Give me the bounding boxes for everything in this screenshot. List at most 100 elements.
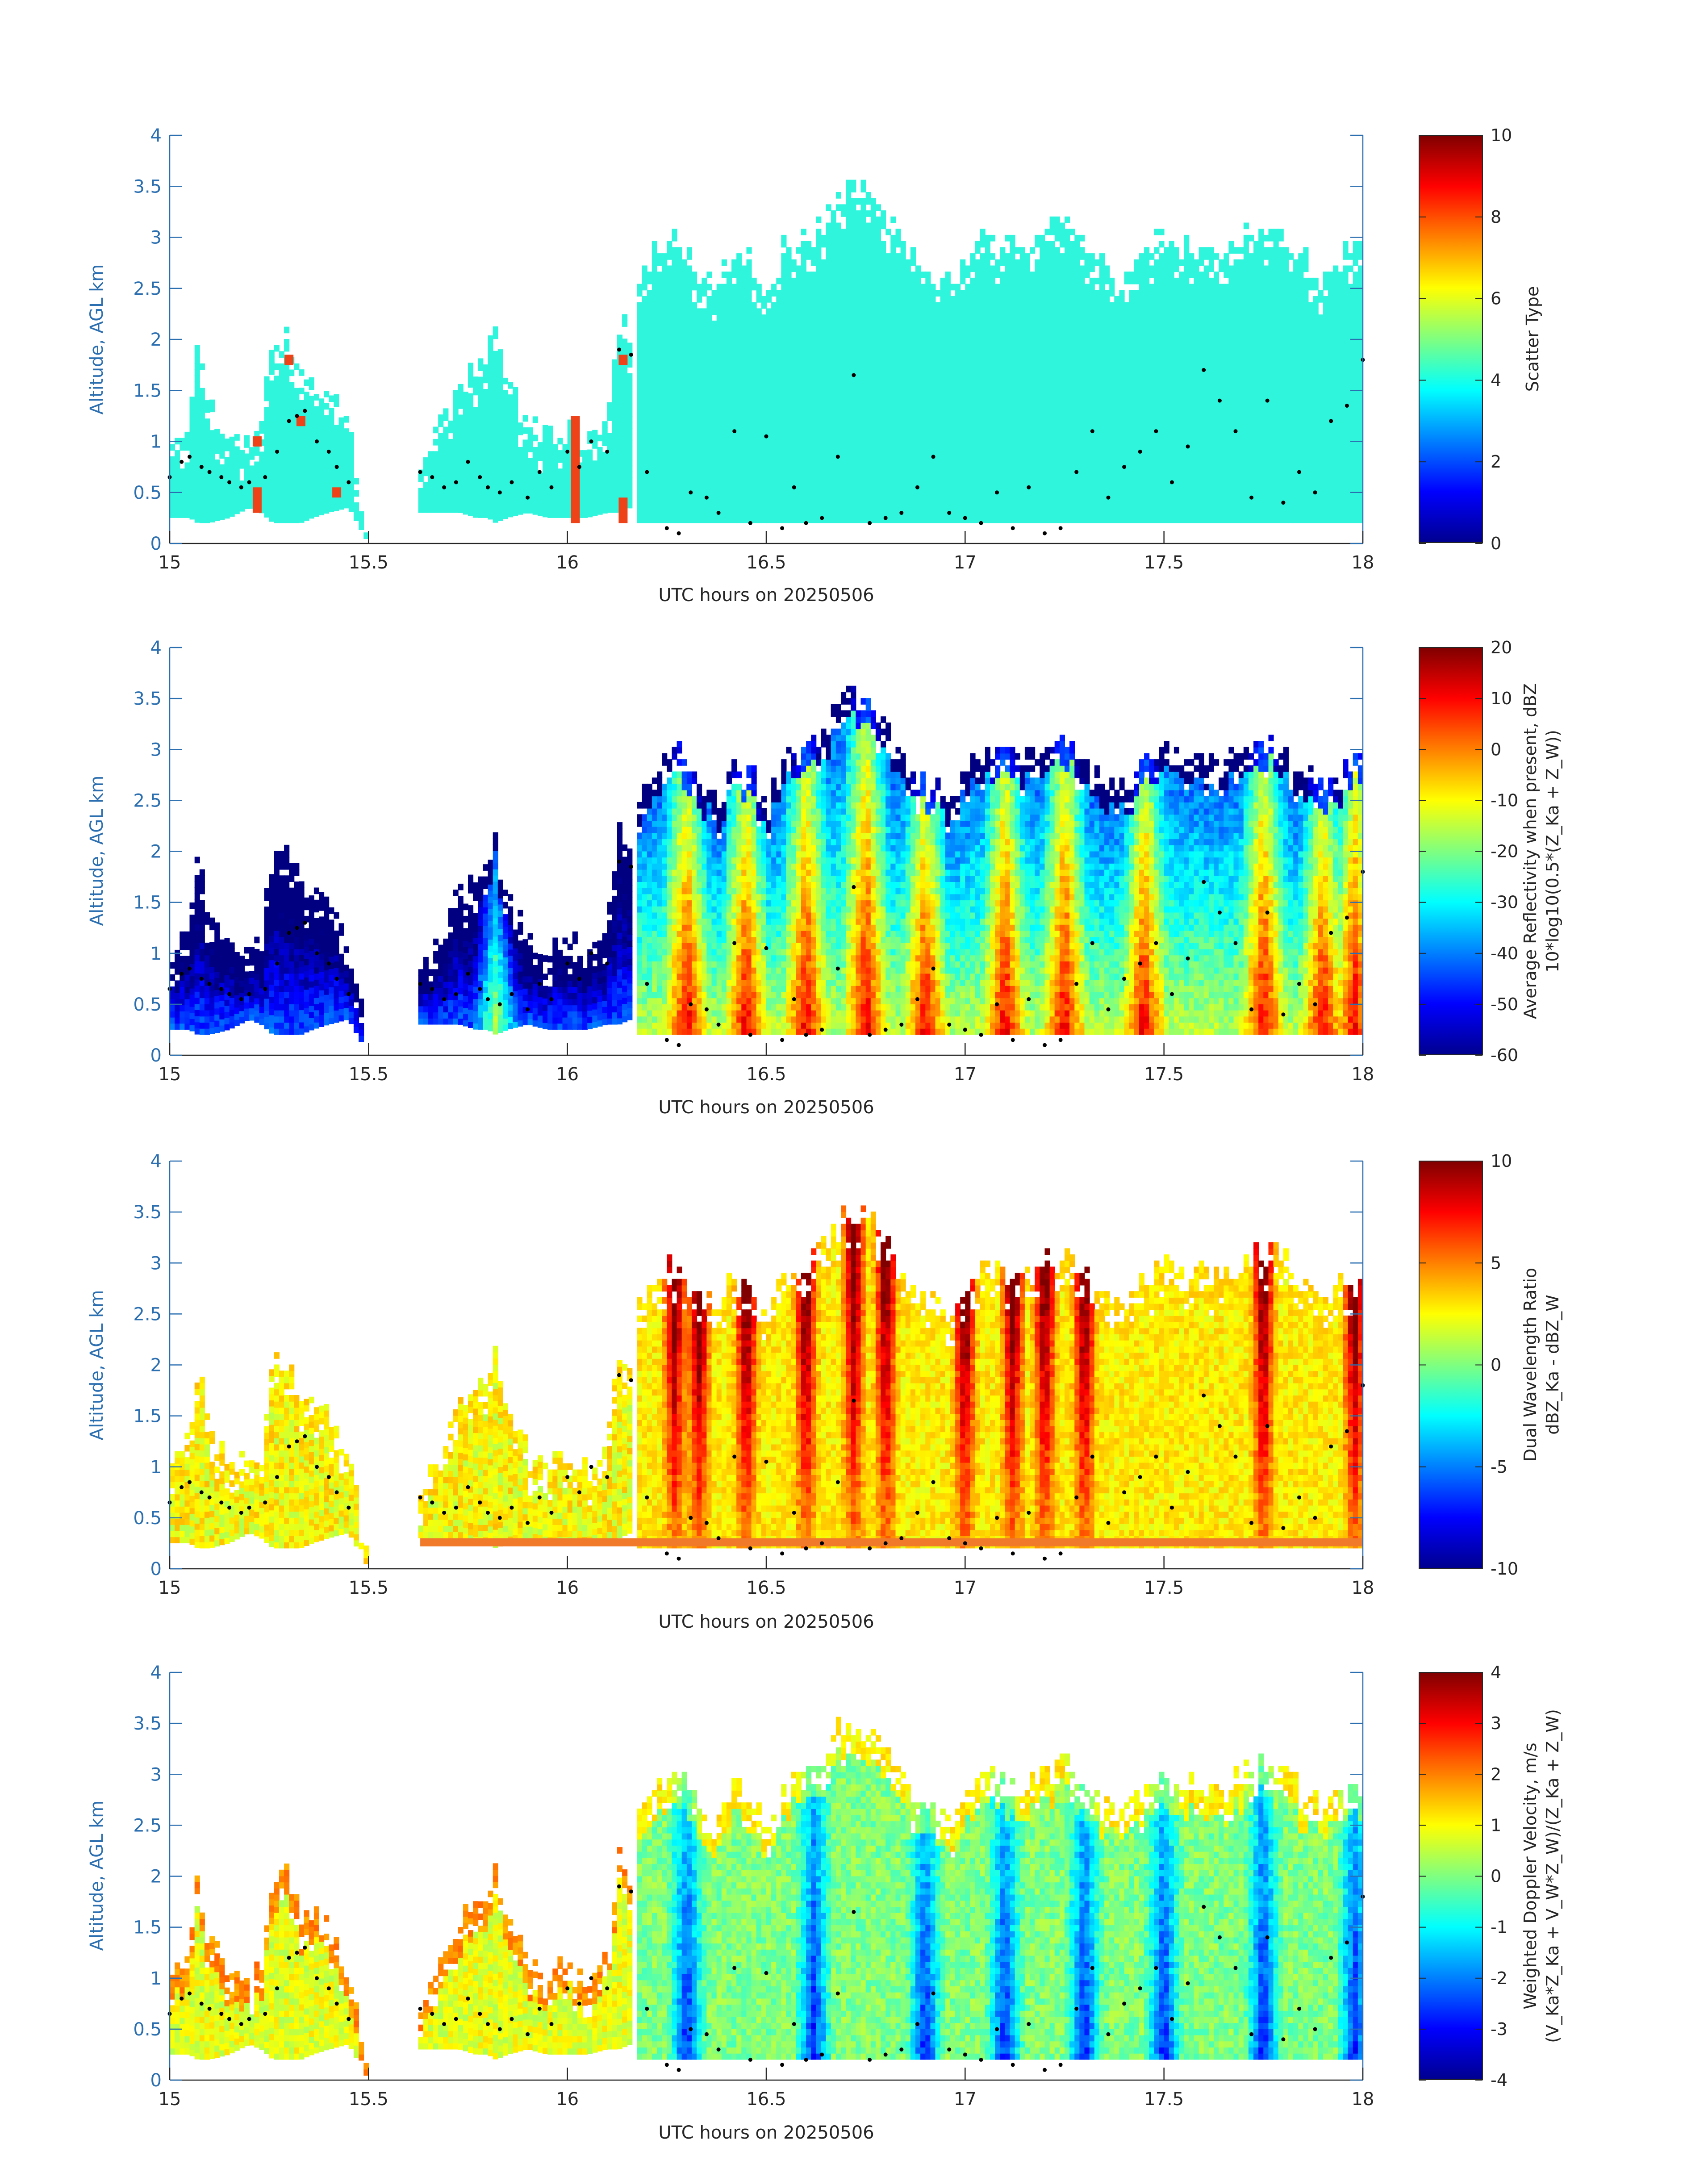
heatmap-cell bbox=[885, 272, 891, 278]
heatmap-cell bbox=[811, 413, 816, 419]
heatmap-cell bbox=[672, 247, 677, 254]
heatmap-cell bbox=[279, 418, 284, 425]
heatmap-cell bbox=[756, 296, 762, 303]
heatmap-cell bbox=[692, 333, 697, 339]
heatmap-cell bbox=[866, 480, 871, 486]
heatmap-cell bbox=[836, 413, 841, 419]
heatmap-cell bbox=[697, 382, 702, 389]
heatmap-cell bbox=[423, 482, 429, 489]
heatmap-cell bbox=[856, 449, 861, 456]
heatmap-cell bbox=[473, 505, 478, 512]
heatmap-cell bbox=[602, 427, 608, 434]
heatmap-cell bbox=[468, 491, 473, 498]
heatmap-cell bbox=[876, 284, 881, 291]
heatmap-cell bbox=[647, 486, 652, 493]
heatmap-cell bbox=[274, 443, 280, 450]
heatmap-cell bbox=[836, 314, 841, 321]
heatmap-cell bbox=[498, 362, 503, 368]
heatmap-cell bbox=[547, 426, 553, 432]
heatmap-cell bbox=[816, 302, 821, 309]
heatmap-cell bbox=[736, 425, 742, 431]
heatmap-cell bbox=[756, 492, 762, 499]
heatmap-cell bbox=[866, 413, 871, 419]
heatmap-cell bbox=[249, 465, 255, 472]
heatmap-cell bbox=[786, 339, 792, 346]
heatmap-cell bbox=[752, 437, 757, 443]
heatmap-cell bbox=[433, 439, 438, 446]
heatmap-cell bbox=[453, 427, 459, 434]
heatmap-cell bbox=[677, 394, 682, 401]
heatmap-cell bbox=[871, 517, 876, 523]
heatmap-cell bbox=[731, 510, 737, 517]
heatmap-cell bbox=[712, 517, 717, 523]
heatmap-cell bbox=[731, 364, 737, 370]
heatmap-cell bbox=[697, 357, 702, 364]
heatmap-cell bbox=[612, 451, 618, 458]
heatmap-cell bbox=[722, 449, 727, 456]
heatmap-cell bbox=[846, 223, 851, 230]
heatmap-cell bbox=[796, 266, 802, 272]
heatmap-cell bbox=[806, 278, 811, 284]
heatmap-cell bbox=[885, 333, 891, 339]
heatmap-cell bbox=[766, 474, 772, 481]
heatmap-cell bbox=[314, 449, 319, 456]
heatmap-cell bbox=[836, 504, 841, 511]
heatmap-cell bbox=[418, 500, 424, 507]
heatmap-cell bbox=[826, 321, 831, 327]
heatmap-cell bbox=[706, 474, 712, 481]
heatmap-cell bbox=[652, 486, 657, 493]
heatmap-cell bbox=[846, 437, 851, 443]
heatmap-cell bbox=[712, 498, 717, 505]
heatmap-cell bbox=[776, 345, 781, 352]
heatmap-cell bbox=[498, 405, 503, 411]
heatmap-cell bbox=[831, 461, 836, 468]
heatmap-cell bbox=[652, 314, 657, 321]
heatmap-cell bbox=[846, 339, 851, 346]
heatmap-cell bbox=[856, 314, 861, 321]
heatmap-cell bbox=[781, 308, 786, 315]
heatmap-cell bbox=[448, 470, 454, 476]
heatmap-cell bbox=[533, 453, 538, 460]
heatmap-cell bbox=[652, 413, 657, 419]
heatmap-cell bbox=[890, 504, 896, 511]
heatmap-cell bbox=[821, 308, 827, 315]
heatmap-cell bbox=[602, 495, 608, 501]
heatmap-cell bbox=[468, 504, 473, 510]
heatmap-cell bbox=[503, 421, 508, 427]
heatmap-cell bbox=[736, 480, 742, 486]
heatmap-cell bbox=[687, 296, 692, 303]
heatmap-cell bbox=[722, 406, 727, 413]
heatmap-cell bbox=[885, 492, 891, 499]
heatmap-cell bbox=[637, 443, 643, 450]
heatmap-cell bbox=[687, 272, 692, 278]
heatmap-cell bbox=[801, 321, 806, 327]
heatmap-cell bbox=[831, 455, 836, 462]
heatmap-cell bbox=[642, 278, 647, 284]
heatmap-cell bbox=[279, 413, 284, 419]
heatmap-cell bbox=[498, 398, 503, 405]
heatmap-cell bbox=[791, 498, 797, 505]
heatmap-cell bbox=[294, 443, 299, 450]
heatmap-cell bbox=[443, 494, 448, 501]
heatmap-cell bbox=[801, 266, 806, 272]
heatmap-cell bbox=[225, 457, 230, 464]
heatmap-cell bbox=[637, 504, 643, 511]
heatmap-cell bbox=[885, 302, 891, 309]
heatmap-cell bbox=[299, 455, 305, 462]
heatmap-cell bbox=[841, 278, 846, 284]
heatmap-cell bbox=[528, 501, 533, 508]
heatmap-cell bbox=[180, 511, 185, 518]
heatmap-cell bbox=[756, 431, 762, 438]
heatmap-cell bbox=[821, 314, 827, 321]
heatmap-cell bbox=[528, 434, 533, 440]
heatmap-cell bbox=[776, 370, 781, 376]
heatmap-cell bbox=[483, 499, 488, 506]
heatmap-cell bbox=[876, 376, 881, 382]
heatmap-cell bbox=[846, 468, 851, 474]
heatmap-cell bbox=[443, 445, 448, 452]
heatmap-cell bbox=[761, 449, 767, 456]
heatmap-cell bbox=[657, 314, 662, 321]
heatmap-cell bbox=[493, 510, 498, 517]
heatmap-cell bbox=[448, 476, 454, 482]
heatmap-cell bbox=[766, 455, 772, 462]
